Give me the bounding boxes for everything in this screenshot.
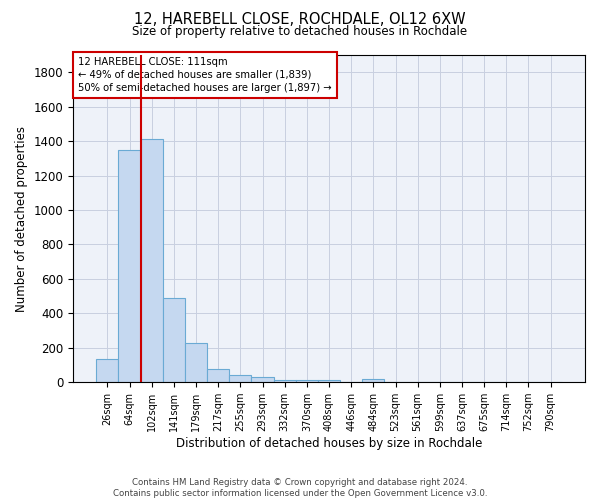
Text: Size of property relative to detached houses in Rochdale: Size of property relative to detached ho… [133,25,467,38]
Text: Contains HM Land Registry data © Crown copyright and database right 2024.
Contai: Contains HM Land Registry data © Crown c… [113,478,487,498]
Text: 12 HAREBELL CLOSE: 111sqm
← 49% of detached houses are smaller (1,839)
50% of se: 12 HAREBELL CLOSE: 111sqm ← 49% of detac… [78,56,332,93]
X-axis label: Distribution of detached houses by size in Rochdale: Distribution of detached houses by size … [176,437,482,450]
Bar [251,378,274,382]
Bar [274,380,296,382]
Bar [229,375,251,382]
Bar [185,344,207,382]
Bar [118,150,140,382]
Bar [163,298,185,382]
Bar [318,380,340,382]
Bar [140,140,163,382]
Y-axis label: Number of detached properties: Number of detached properties [15,126,28,312]
Bar [207,370,229,382]
Text: 12, HAREBELL CLOSE, ROCHDALE, OL12 6XW: 12, HAREBELL CLOSE, ROCHDALE, OL12 6XW [134,12,466,28]
Bar [96,359,118,382]
Bar [362,379,385,382]
Bar [296,380,318,382]
